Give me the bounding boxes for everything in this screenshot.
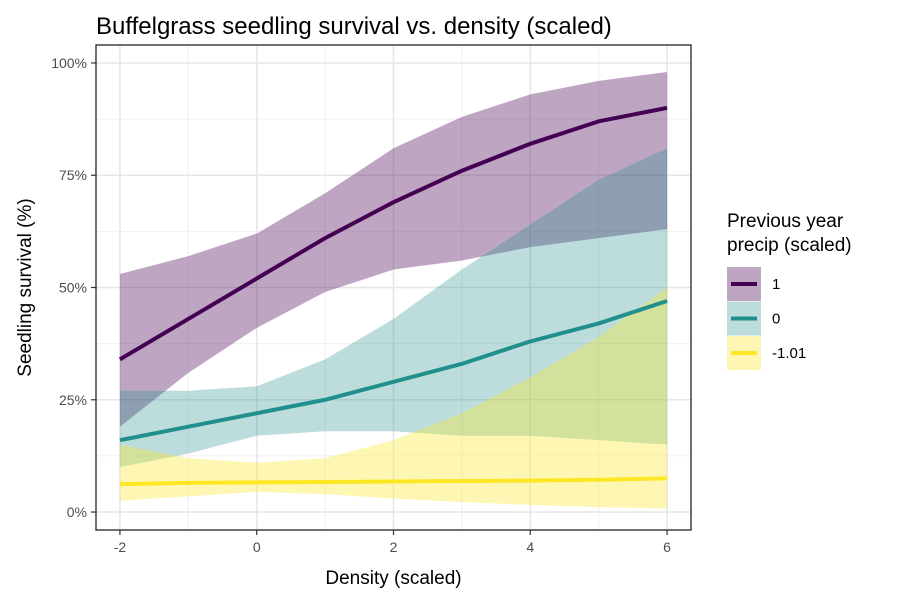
line-series-1 [119, 299, 668, 443]
y-tick-label: 100% [51, 55, 87, 71]
y-tick-label: 0% [67, 504, 87, 520]
y-tick-label: 75% [59, 167, 87, 183]
ribbon-series-2 [119, 287, 668, 509]
x-axis-title: Density (scaled) [325, 568, 461, 589]
y-axis-title: Seedling survival (%) [15, 198, 36, 376]
legend-label-1: 0 [772, 311, 780, 328]
legend-keys: 1 0 -1.01 [727, 267, 806, 370]
line-series-2 [119, 476, 668, 487]
legend-title-line-2: precip (scaled) [727, 235, 852, 256]
ribbon-series-1 [119, 148, 668, 468]
legend: Previous year precip (scaled) 1 0 -1.01 [727, 211, 852, 370]
chart-title: Buffelgrass seedling survival vs. densit… [96, 13, 612, 40]
y-tick-label: 25% [59, 392, 87, 408]
x-tick-label: -2 [114, 539, 127, 555]
legend-label-0: 1 [772, 276, 780, 293]
x-tick-label: 4 [526, 539, 534, 555]
y-tick-label: 50% [59, 280, 87, 296]
line-series-0 [118, 105, 668, 362]
y-axis: 0% 25% 50% 75% 100% [51, 55, 96, 520]
grid [96, 45, 691, 530]
ribbon-series-0 [119, 71, 668, 427]
legend-label-2: -1.01 [772, 345, 806, 362]
confidence-ribbons [119, 71, 668, 509]
legend-title-line-1: Previous year [727, 211, 844, 232]
plot-area [95, 44, 692, 531]
x-tick-label: 0 [253, 539, 261, 555]
x-tick-label: 2 [390, 539, 398, 555]
x-axis: -2 0 2 4 6 [114, 530, 671, 555]
series-lines [118, 105, 668, 487]
x-tick-label: 6 [663, 539, 671, 555]
